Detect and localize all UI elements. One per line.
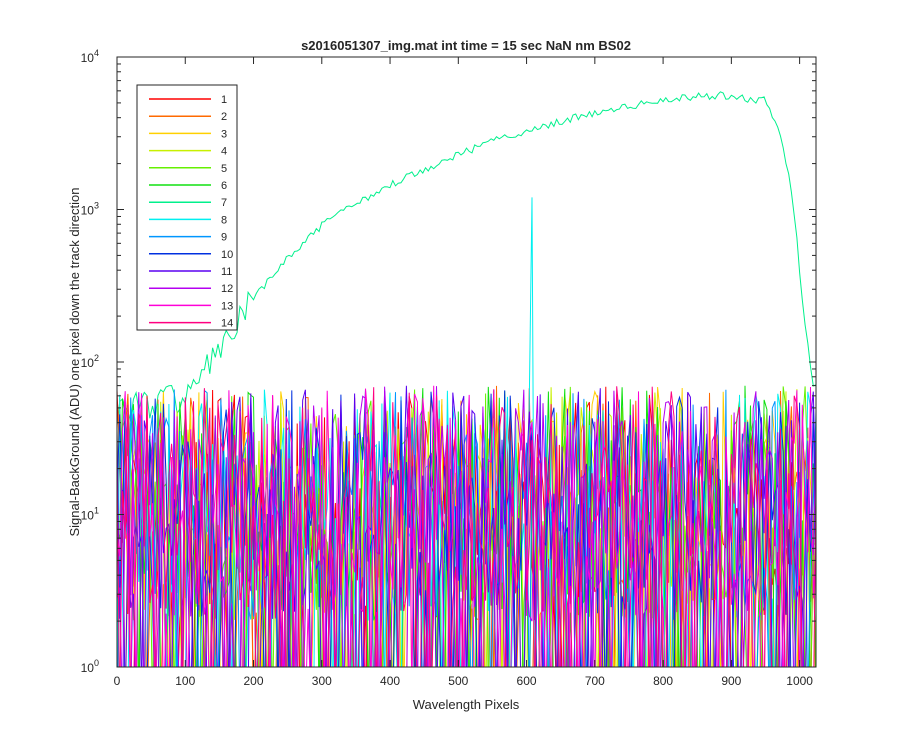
- legend-label: 10: [221, 249, 233, 261]
- legend-item[interactable]: 2: [149, 111, 227, 123]
- x-tick-label: 700: [585, 674, 605, 688]
- legend-item[interactable]: 12: [149, 283, 233, 295]
- legend-box: [136, 84, 238, 331]
- x-axis-label: Wavelength Pixels: [413, 697, 520, 712]
- x-tick-label: 600: [517, 674, 537, 688]
- legend-item[interactable]: 9: [149, 232, 227, 244]
- y-tick-label: 101: [81, 506, 99, 523]
- x-tick-label: 300: [312, 674, 332, 688]
- x-tick-label: 400: [380, 674, 400, 688]
- legend-item[interactable]: 6: [149, 180, 227, 192]
- x-tick-label: 100: [175, 674, 195, 688]
- legend-item[interactable]: 3: [149, 128, 227, 140]
- x-tick-label: 900: [721, 674, 741, 688]
- x-tick-label: 0: [114, 674, 121, 688]
- y-tick-base: 10: [81, 661, 95, 675]
- x-tick-label: 800: [653, 674, 673, 688]
- legend-label: 2: [221, 111, 227, 123]
- legend-label: 9: [221, 232, 227, 244]
- y-tick-base: 10: [81, 356, 95, 370]
- y-tick-exponent: 0: [94, 658, 99, 668]
- y-tick-label: 100: [81, 658, 99, 675]
- series-7-line: [117, 91, 816, 426]
- y-tick-label: 103: [81, 201, 99, 218]
- y-tick-label: 104: [81, 48, 99, 65]
- y-tick-exponent: 2: [94, 353, 99, 363]
- series-13-line: [117, 385, 816, 667]
- legend-item[interactable]: 14: [149, 318, 233, 330]
- legend-label: 1: [221, 94, 227, 106]
- legend-item[interactable]: 13: [149, 300, 233, 312]
- y-tick-exponent: 3: [94, 201, 99, 211]
- x-tick-label: 200: [244, 674, 264, 688]
- y-tick-base: 10: [81, 51, 95, 65]
- legend-label: 7: [221, 197, 227, 209]
- y-tick-label: 102: [81, 353, 99, 370]
- legend-item[interactable]: 10: [149, 249, 233, 261]
- tick-layer: 0 100 200 300 400 500 600 700 800 900 100010010110…: [81, 48, 816, 688]
- legend-label: 13: [221, 300, 233, 312]
- x-tick-label: 500: [448, 674, 468, 688]
- y-tick-base: 10: [81, 204, 95, 218]
- legend-label: 6: [221, 180, 227, 192]
- legend-item[interactable]: 5: [149, 163, 227, 175]
- legend-item[interactable]: 8: [149, 214, 227, 226]
- legend-item[interactable]: 4: [149, 146, 227, 158]
- x-tick-label: 1000: [786, 674, 813, 688]
- y-tick-base: 10: [81, 509, 95, 523]
- y-tick-exponent: 4: [94, 48, 99, 58]
- legend-label: 12: [221, 283, 233, 295]
- legend-label: 14: [221, 318, 233, 330]
- legend-item[interactable]: 1: [149, 94, 227, 106]
- y-tick-exponent: 1: [94, 506, 99, 516]
- series-layer: [117, 91, 816, 667]
- y-axis-label: Signal-BackGround (ADU) one pixel down t…: [67, 187, 82, 536]
- series-10-line: [117, 389, 816, 667]
- legend-item[interactable]: 7: [149, 197, 227, 209]
- legend-label: 8: [221, 214, 227, 226]
- chart-title: s2016051307_img.mat int time = 15 sec Na…: [301, 38, 631, 53]
- series-14-line: [117, 386, 816, 667]
- legend-label: 5: [221, 163, 227, 175]
- legend-label: 4: [221, 146, 227, 158]
- legend-label: 3: [221, 128, 227, 140]
- legend-item[interactable]: 11: [149, 266, 232, 278]
- legend-label: 11: [221, 266, 232, 278]
